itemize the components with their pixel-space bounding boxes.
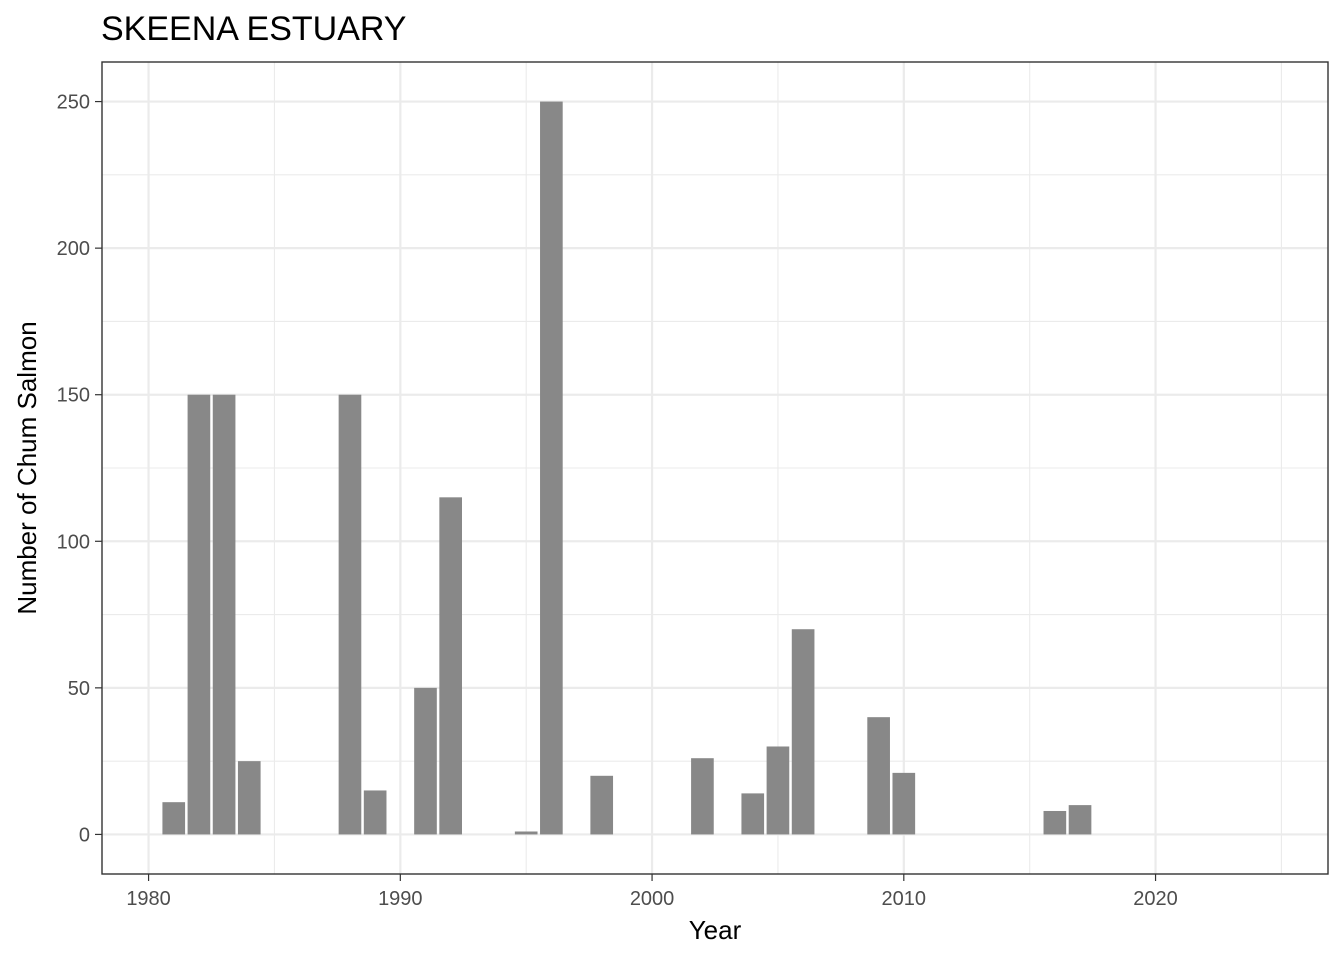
bar-2016	[1043, 810, 1067, 835]
grid	[102, 62, 1328, 874]
bars	[162, 101, 1092, 835]
bar-1984	[237, 761, 261, 835]
bar-2009	[867, 717, 890, 835]
y-tick-label: 200	[57, 238, 90, 260]
bar-1998	[590, 775, 614, 835]
bar-2002	[691, 758, 714, 835]
bar-1991	[414, 687, 437, 835]
y-tick-label: 250	[57, 92, 90, 114]
panel-border	[101, 61, 1329, 875]
bar-1983	[212, 394, 236, 835]
bar-2017	[1068, 805, 1092, 835]
y-tick-label: 0	[79, 824, 90, 846]
bar-1996	[540, 101, 563, 835]
x-tick-label: 1980	[126, 888, 171, 910]
bar-1989	[363, 790, 387, 835]
y-axis-title: Number of Chum Salmon	[12, 321, 42, 614]
axis-ticks	[95, 100, 1157, 881]
bar-2004	[741, 793, 765, 835]
x-tick-label: 2000	[630, 888, 675, 910]
y-tick-label: 150	[57, 385, 90, 407]
y-axis-tick-labels: 0 50 100 150 200 250	[57, 92, 90, 847]
chart-title: SKEENA ESTUARY	[101, 10, 407, 48]
x-tick-label: 2020	[1133, 888, 1178, 910]
bar-1982	[187, 394, 211, 835]
y-tick-label: 50	[68, 678, 90, 700]
x-tick-label: 2010	[882, 888, 927, 910]
x-axis-title: Year	[689, 915, 742, 945]
x-axis-tick-labels: 1980 1990 2000 2010 2020	[126, 888, 1177, 910]
bar-2006	[791, 629, 815, 835]
bar-1988	[338, 394, 362, 835]
bar-2005	[766, 746, 790, 835]
bar-2010	[892, 772, 916, 835]
y-tick-label: 100	[57, 531, 90, 553]
bar-1981	[162, 802, 186, 835]
bar-1992	[439, 497, 462, 835]
bar-1995	[514, 831, 538, 835]
x-tick-label: 1990	[378, 888, 423, 910]
